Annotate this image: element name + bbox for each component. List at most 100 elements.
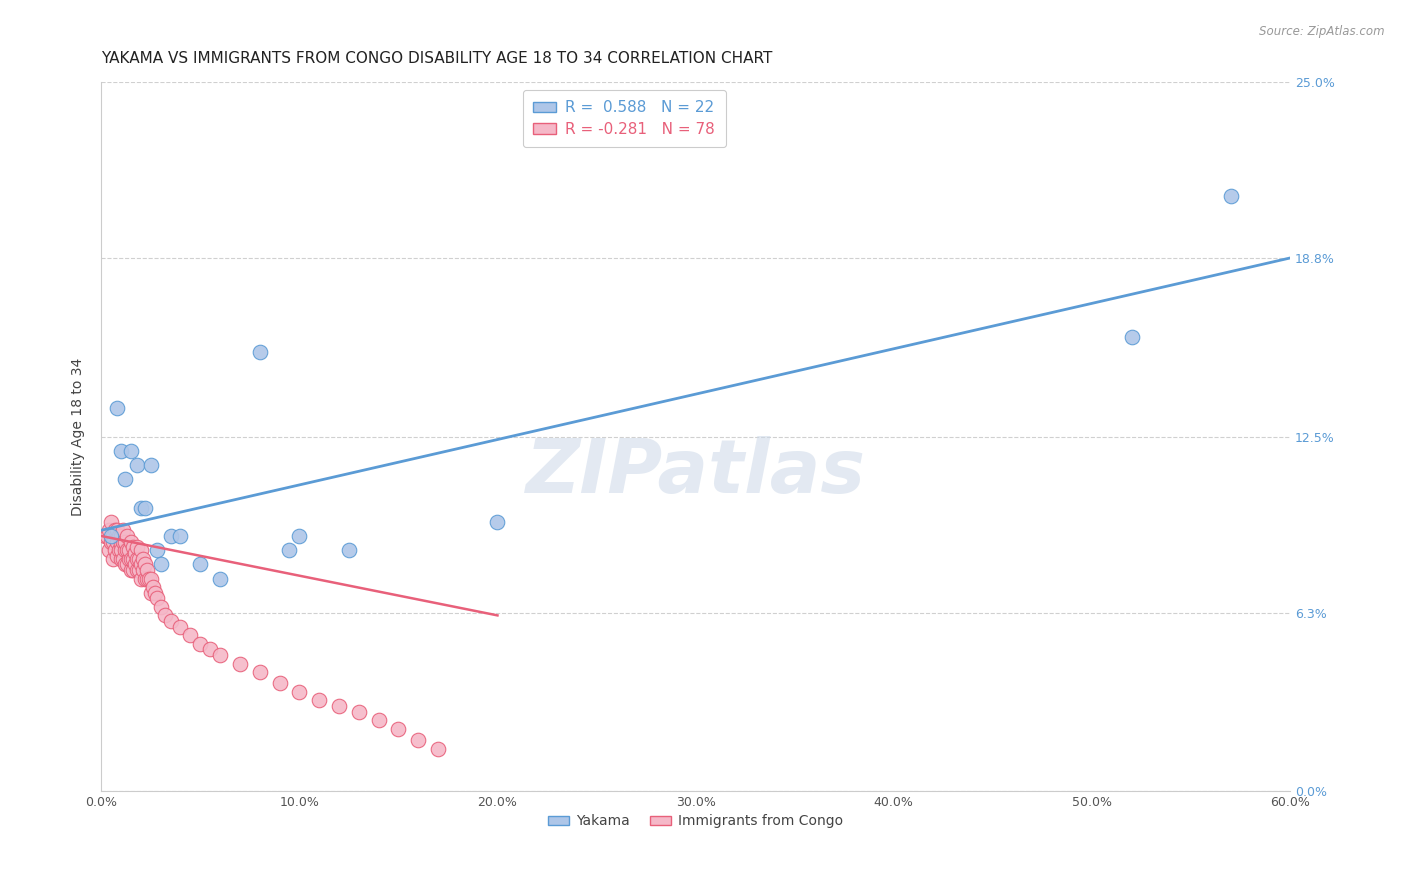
Point [115, 529, 138, 543]
Point [124, 546, 146, 560]
Point [98, 543, 121, 558]
Point [427, 741, 450, 756]
Point [328, 699, 350, 714]
Point [145, 591, 167, 606]
Point [120, 443, 142, 458]
Point [179, 628, 201, 642]
Point [139, 458, 162, 472]
Point [209, 572, 232, 586]
Point [118, 551, 141, 566]
Point [122, 563, 145, 577]
Point [337, 543, 360, 558]
Point [101, 534, 124, 549]
Point [229, 657, 252, 671]
Point [1121, 330, 1143, 344]
Point [125, 563, 148, 577]
Point [110, 551, 132, 566]
Point [128, 563, 150, 577]
Point [115, 558, 138, 572]
Point [159, 529, 181, 543]
Point [129, 572, 152, 586]
Point [100, 534, 122, 549]
Point [139, 572, 162, 586]
Point [249, 344, 271, 359]
Point [96, 529, 118, 543]
Point [101, 529, 124, 543]
Point [486, 515, 509, 529]
Point [134, 558, 156, 572]
Point [108, 529, 131, 543]
Point [120, 563, 142, 577]
Point [308, 693, 330, 707]
Point [142, 580, 165, 594]
Point [111, 534, 134, 549]
Point [129, 500, 152, 515]
Point [120, 534, 142, 549]
Point [111, 524, 134, 538]
Point [122, 541, 145, 555]
Point [132, 551, 155, 566]
Point [100, 529, 122, 543]
Text: ZIPatlas: ZIPatlas [526, 435, 866, 508]
Legend: Yakama, Immigrants from Congo: Yakama, Immigrants from Congo [543, 809, 849, 834]
Point [125, 458, 148, 472]
Point [288, 529, 311, 543]
Point [105, 401, 128, 416]
Point [129, 543, 152, 558]
Point [169, 529, 191, 543]
Point [288, 685, 311, 699]
Point [100, 515, 122, 529]
Point [101, 551, 124, 566]
Point [249, 665, 271, 680]
Point [104, 543, 127, 558]
Point [367, 714, 389, 728]
Point [122, 551, 145, 566]
Point [98, 524, 121, 538]
Point [125, 541, 148, 555]
Point [104, 524, 127, 538]
Point [153, 608, 176, 623]
Point [115, 543, 138, 558]
Point [132, 563, 155, 577]
Point [188, 558, 211, 572]
Point [198, 642, 221, 657]
Point [110, 543, 132, 558]
Point [105, 524, 128, 538]
Point [169, 620, 191, 634]
Point [118, 543, 141, 558]
Point [114, 534, 136, 549]
Point [111, 551, 134, 566]
Point [128, 551, 150, 566]
Text: YAKAMA VS IMMIGRANTS FROM CONGO DISABILITY AGE 18 TO 34 CORRELATION CHART: YAKAMA VS IMMIGRANTS FROM CONGO DISABILI… [101, 51, 772, 66]
Point [135, 563, 157, 577]
Point [125, 551, 148, 566]
Point [159, 614, 181, 628]
Point [209, 648, 232, 662]
Point [114, 558, 136, 572]
Point [110, 537, 132, 551]
Point [269, 676, 291, 690]
Point [387, 722, 409, 736]
Y-axis label: Disability Age 18 to 34: Disability Age 18 to 34 [72, 358, 86, 516]
Point [143, 585, 166, 599]
Point [138, 572, 160, 586]
Point [114, 543, 136, 558]
Point [108, 543, 131, 558]
Point [105, 534, 128, 549]
Point [406, 733, 429, 747]
Point [110, 529, 132, 543]
Point [278, 543, 301, 558]
Point [149, 599, 172, 614]
Point [105, 549, 128, 563]
Point [110, 443, 132, 458]
Point [188, 637, 211, 651]
Point [134, 572, 156, 586]
Point [149, 558, 172, 572]
Text: Source: ZipAtlas.com: Source: ZipAtlas.com [1260, 25, 1385, 38]
Point [129, 558, 152, 572]
Point [145, 543, 167, 558]
Point [135, 572, 157, 586]
Point [1219, 188, 1241, 202]
Point [124, 558, 146, 572]
Point [94, 529, 117, 543]
